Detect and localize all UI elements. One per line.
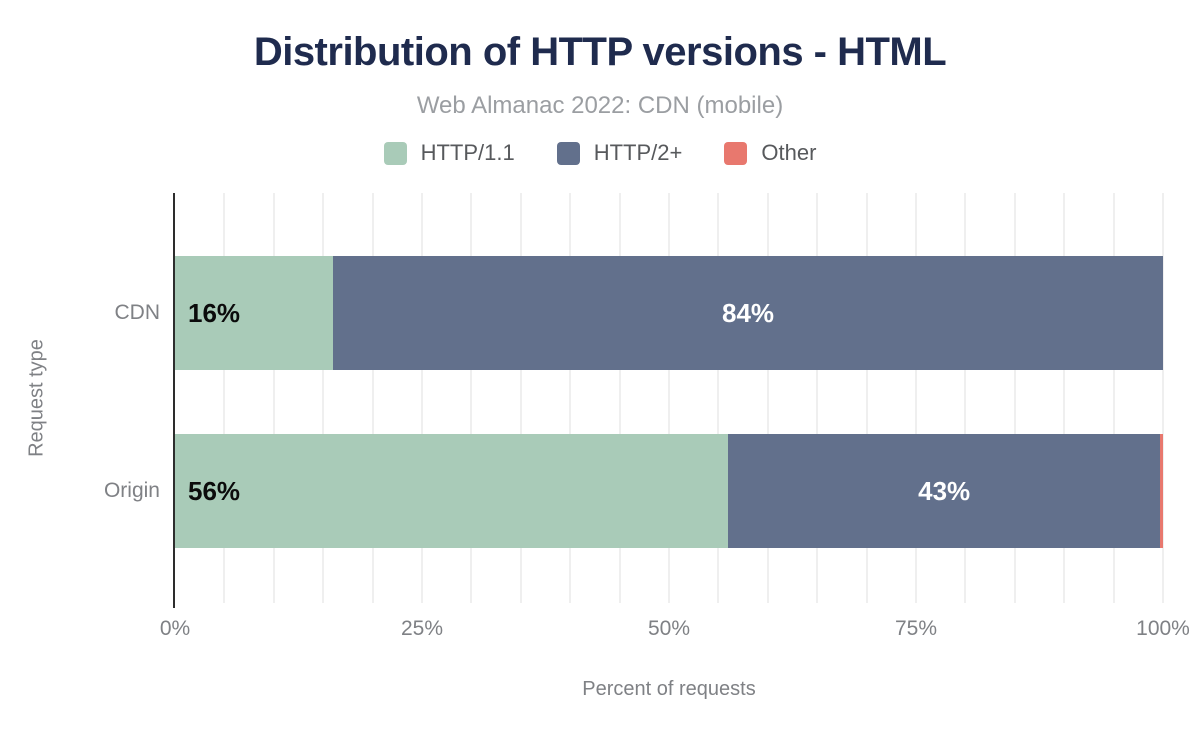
legend-item-other: Other (724, 140, 816, 166)
bar-value-label: 56% (188, 475, 241, 506)
bar-value-label: 43% (918, 475, 971, 506)
legend-swatch-http11-icon (383, 141, 407, 165)
y-axis-line (173, 193, 175, 608)
legend-swatch-other-icon (724, 141, 748, 165)
gridline (865, 193, 868, 603)
gridline (618, 193, 621, 603)
legend-item-http11: HTTP/1.1 (383, 140, 515, 166)
x-tick-label: 25% (400, 617, 444, 640)
gridline (915, 193, 917, 603)
chart-title: Distribution of HTTP versions - HTML (253, 30, 947, 74)
gridline (421, 193, 423, 603)
category-label-cdn: CDN (114, 301, 161, 324)
gridline (519, 193, 522, 603)
bar-row-origin: 56% 43% (175, 434, 1163, 548)
legend-item-http2plus: HTTP/2+ (556, 140, 683, 166)
x-tick-label: 50% (647, 617, 691, 640)
legend-label-http2plus: HTTP/2+ (593, 140, 683, 165)
x-tick-label: 75% (894, 617, 938, 640)
gridline (371, 193, 374, 603)
bar-row-cdn: 16% 84% (175, 256, 1163, 370)
x-tick-label: 100% (1136, 617, 1190, 640)
x-axis-ticks: 0% 25% 50% 75% 100% (160, 617, 1190, 643)
gridline (569, 193, 572, 603)
gridline (223, 193, 226, 603)
bar-segment-http2-origin: 43% (728, 434, 1161, 548)
gridline (470, 193, 473, 603)
gridline (1162, 193, 1164, 603)
x-axis-title: Percent of requests (582, 678, 756, 700)
x-tick-label: 0% (159, 617, 191, 640)
gridline (668, 193, 670, 603)
gridline (322, 193, 325, 603)
bar-segment-http2-cdn: 84% (333, 256, 1163, 370)
gridline (766, 193, 769, 603)
legend-swatch-http2plus-icon (556, 141, 580, 165)
category-label-origin: Origin (103, 479, 160, 502)
chart-subtitle: Web Almanac 2022: CDN (mobile) (416, 92, 784, 119)
legend: HTTP/1.1 HTTP/2+ Other (0, 140, 1200, 166)
gridline (1063, 193, 1066, 603)
bar-value-label: 16% (188, 297, 241, 328)
gridline (1112, 193, 1115, 603)
gridline (272, 193, 275, 603)
y-axis-title: Request type (25, 339, 48, 457)
bar-value-label: 84% (722, 297, 775, 328)
gridline (1013, 193, 1016, 603)
legend-label-http11: HTTP/1.1 (420, 140, 515, 165)
bar-segment-http11-cdn: 16% (175, 256, 334, 370)
plot-area: 16% 84% 56% 43% (173, 193, 1164, 608)
legend-label-other: Other (761, 140, 817, 165)
bar-segment-other-origin (1160, 434, 1163, 548)
gridline (816, 193, 819, 603)
bar-segment-http11-origin: 56% (175, 434, 729, 548)
gridline (964, 193, 967, 603)
gridline (717, 193, 720, 603)
